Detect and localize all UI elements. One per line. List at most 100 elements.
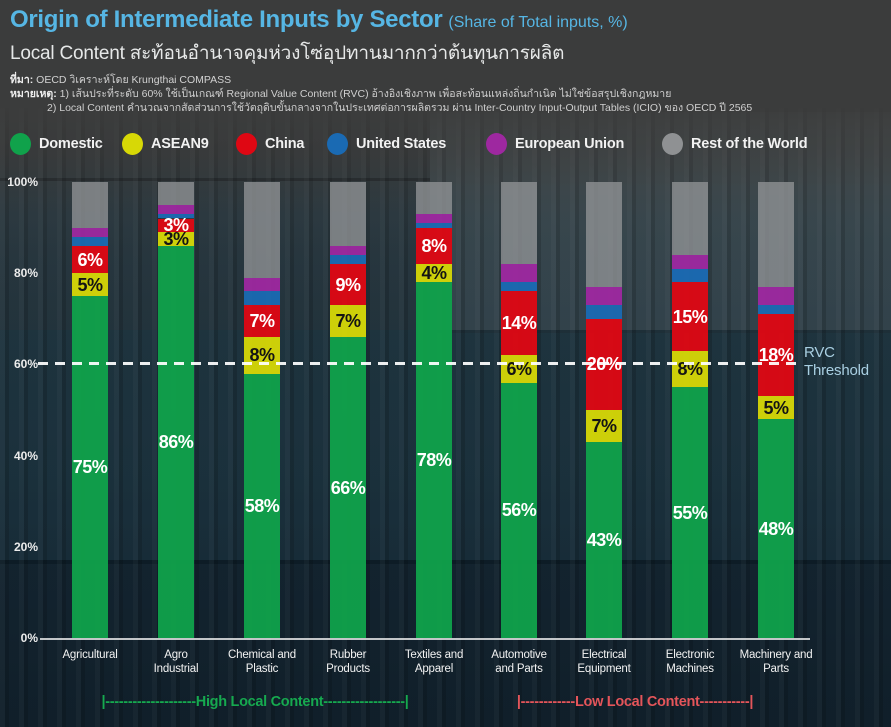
x-axis-label-agro: Agro Industrial [153, 649, 199, 676]
legend: Domestic ASEAN9 China United States European… [0, 133, 891, 159]
note-label: หมายเหตุ: [10, 88, 57, 101]
legend-swatch-icon [486, 133, 507, 155]
bar-automotive: 56% 6% 14% [501, 182, 537, 638]
page-title-suffix: (Share of Total inputs, %) [448, 14, 628, 31]
x-axis-label-electrical: Electrical Equipment [577, 649, 631, 676]
segment-asean9 [586, 410, 622, 442]
segment-domestic [586, 441, 622, 638]
subtitle: Local Content สะท้อนอำนาจคุมห่วงโซ่อุปทา… [10, 43, 565, 64]
segment-asean9 [672, 350, 708, 388]
legend-item-united-states: United States [327, 133, 446, 155]
bar-agricultural: 75% 5% 6% [72, 182, 108, 638]
legend-swatch-icon [10, 133, 31, 155]
legend-swatch-icon [662, 133, 683, 155]
bar-electronic: 55% 8% 15% [672, 182, 708, 638]
segment-united-states [758, 305, 794, 315]
segment-united-states [244, 291, 280, 306]
segment-asean9 [416, 264, 452, 283]
segment-rest-of-the-world [416, 182, 452, 214]
segment-domestic [330, 337, 366, 638]
legend-label: Rest of the World [691, 136, 808, 152]
segment-china [330, 264, 366, 306]
y-axis-tick-100: 100% [7, 175, 38, 189]
y-axis-tick-0: 0% [20, 631, 38, 645]
segment-domestic [244, 373, 280, 638]
segment-domestic [158, 245, 194, 638]
segment-european-union [158, 204, 194, 214]
segment-china [72, 245, 108, 274]
x-axis-label-machinery-and: Machinery and Parts [739, 649, 813, 676]
segment-rest-of-the-world [672, 182, 708, 255]
y-axis-tick-80: 80% [13, 266, 38, 281]
source-text: OECD วิเคราะห์โดย Krungthai COMPASS [36, 74, 232, 86]
page-title: Origin of Intermediate Inputs by Sector [10, 6, 443, 33]
segment-european-union [330, 245, 366, 255]
legend-swatch-icon [327, 133, 348, 155]
segment-european-union [72, 227, 108, 237]
legend-label: ASEAN9 [151, 136, 209, 152]
y-axis-tick-40: 40% [13, 448, 38, 463]
segment-united-states [501, 282, 537, 292]
segment-rest-of-the-world [758, 182, 794, 287]
low-local-content-annotation: |------------Low Local Content----------… [516, 694, 754, 710]
segment-domestic [672, 387, 708, 638]
segment-china [416, 227, 452, 265]
header: Origin of Intermediate Inputs by Sector (… [10, 6, 885, 116]
segment-united-states [330, 254, 366, 265]
segment-european-union [501, 264, 537, 283]
legend-item-asean9: ASEAN9 [122, 133, 209, 155]
segment-united-states [586, 305, 622, 319]
segment-asean9 [244, 337, 280, 374]
y-axis-tick-60: 60% [13, 357, 38, 372]
segment-european-union [672, 254, 708, 269]
legend-label: United States [356, 136, 447, 152]
segment-asean9 [330, 305, 366, 338]
segment-china [672, 282, 708, 351]
segment-domestic [72, 296, 108, 638]
legend-item-rest-of-the-world: Rest of the World [662, 133, 808, 155]
segment-rest-of-the-world [244, 182, 280, 278]
x-axis-label-automotive: Automotive and Parts [491, 649, 547, 676]
legend-item-european-union: European Union [486, 133, 624, 155]
segment-china [501, 291, 537, 356]
legend-item-domestic: Domestic [10, 133, 103, 155]
note-2-text: 2) Local Content คำนวณจากสัดส่วนการใช้วั… [47, 102, 753, 115]
source-label: ที่มา: [10, 74, 34, 86]
legend-label: China [265, 136, 305, 152]
rvc-threshold-dashed-line [38, 362, 796, 366]
bar-machinery-and: 48% 5% 18% [758, 182, 794, 638]
segment-asean9 [158, 232, 194, 246]
source-line: ที่มา: OECD วิเคราะห์โดย Krungthai COMPA… [10, 73, 885, 87]
bar-rubber: 66% 7% 9% [330, 182, 366, 638]
legend-label: European Union [515, 136, 625, 152]
segment-domestic [758, 419, 794, 638]
plot-area: 48%5%18% 55%8%15% 43%7%20% 56%6%14% 78%4%8% 6… [0, 182, 891, 640]
x-axis-label-textiles-and: Textiles and Apparel [404, 649, 464, 676]
legend-swatch-icon [122, 133, 143, 155]
y-axis-tick-20: 20% [13, 539, 38, 554]
legend-swatch-icon [236, 133, 257, 155]
x-axis-label-agricultural: Agricultural [62, 649, 118, 661]
segment-domestic [416, 282, 452, 638]
rvc-threshold-label: RVC Threshold [804, 344, 869, 380]
segment-united-states [416, 223, 452, 228]
legend-label: Domestic [39, 136, 103, 152]
segment-european-union [758, 286, 794, 306]
segment-asean9 [758, 396, 794, 420]
x-axis-label-electronic: Electronic Machines [665, 649, 715, 676]
bar-agro: 86% 3% 3% [158, 182, 194, 638]
segment-rest-of-the-world [330, 182, 366, 246]
segment-united-states [72, 236, 108, 246]
x-axis-label-chemical-and: Chemical and Plastic [228, 649, 296, 676]
segment-china [758, 314, 794, 397]
segment-rest-of-the-world [501, 182, 537, 265]
note-line-2: 2) Local Content คำนวณจากสัดส่วนการใช้วั… [10, 101, 885, 115]
segment-china [158, 218, 194, 233]
bar-textiles-and: 78% 4% 8% [416, 182, 452, 638]
segment-asean9 [72, 273, 108, 296]
legend-item-china: China [236, 133, 304, 155]
segment-european-union [586, 286, 622, 306]
segment-rest-of-the-world [158, 182, 194, 205]
x-axis-line [40, 638, 810, 640]
